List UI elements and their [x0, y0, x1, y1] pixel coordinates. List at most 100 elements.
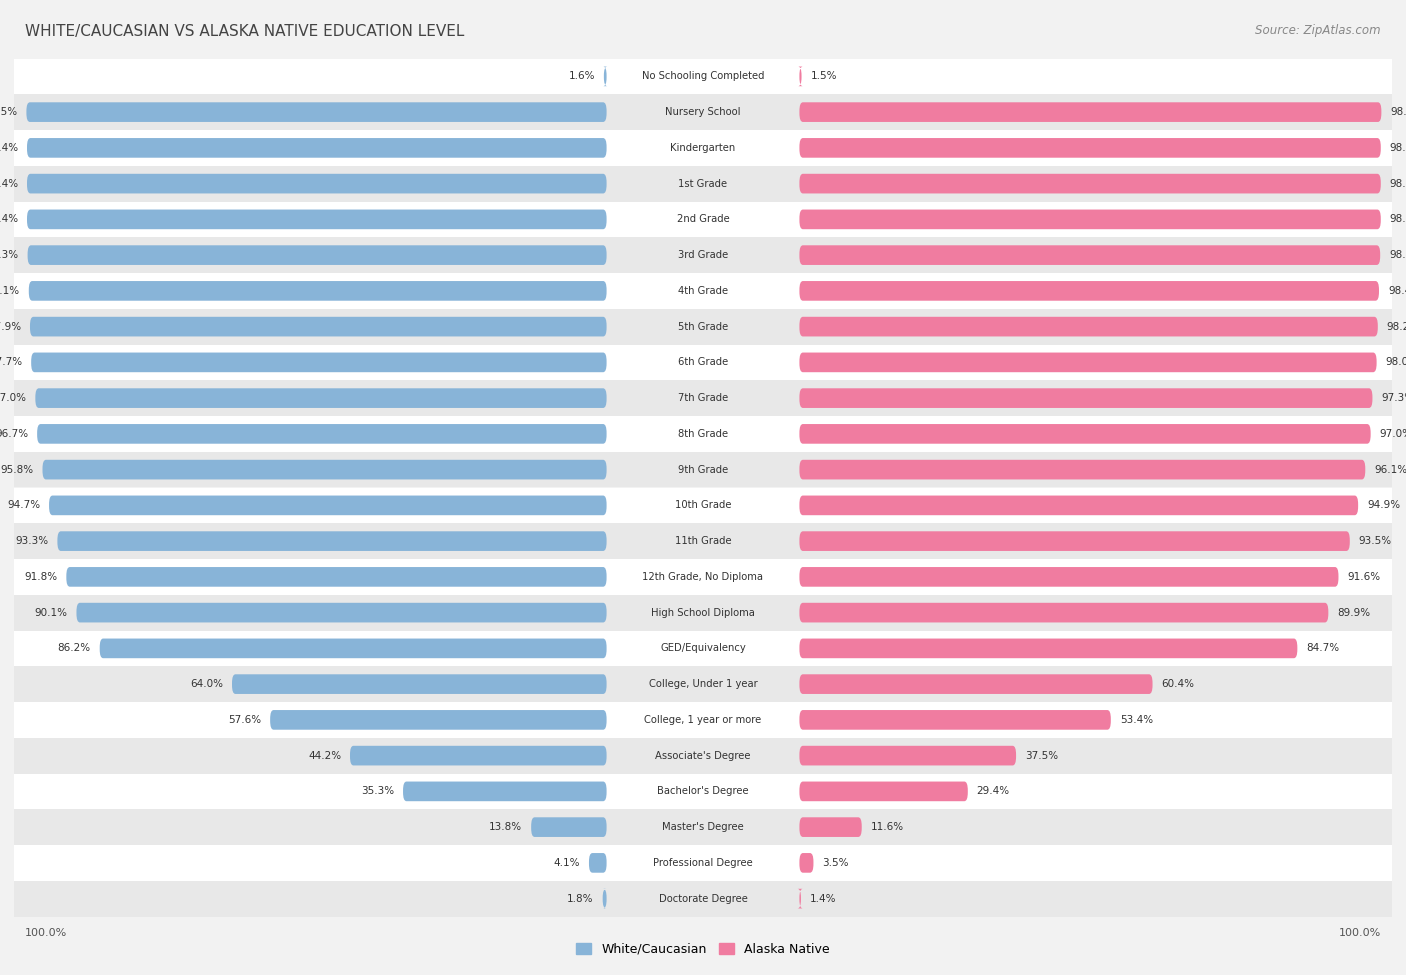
Text: 3rd Grade: 3rd Grade — [678, 251, 728, 260]
Text: 57.6%: 57.6% — [228, 715, 262, 724]
Text: 98.7%: 98.7% — [1389, 178, 1406, 188]
Bar — [14, 344, 1392, 380]
FancyBboxPatch shape — [27, 210, 606, 229]
Bar — [14, 666, 1392, 702]
FancyBboxPatch shape — [800, 531, 1350, 551]
FancyBboxPatch shape — [232, 675, 606, 694]
Text: 91.6%: 91.6% — [1347, 572, 1381, 582]
Text: Doctorate Degree: Doctorate Degree — [658, 894, 748, 904]
Legend: White/Caucasian, Alaska Native: White/Caucasian, Alaska Native — [571, 938, 835, 961]
Text: 1.8%: 1.8% — [567, 894, 593, 904]
Text: 64.0%: 64.0% — [190, 680, 224, 689]
FancyBboxPatch shape — [800, 675, 1153, 694]
FancyBboxPatch shape — [800, 782, 967, 801]
FancyBboxPatch shape — [42, 460, 606, 480]
Text: 11th Grade: 11th Grade — [675, 536, 731, 546]
Text: 97.3%: 97.3% — [1381, 393, 1406, 403]
Text: 60.4%: 60.4% — [1161, 680, 1195, 689]
Text: 35.3%: 35.3% — [361, 787, 394, 797]
FancyBboxPatch shape — [76, 603, 606, 622]
Text: Master's Degree: Master's Degree — [662, 822, 744, 832]
FancyBboxPatch shape — [31, 353, 606, 372]
Text: 98.8%: 98.8% — [1391, 107, 1406, 117]
FancyBboxPatch shape — [800, 210, 1381, 229]
Text: 13.8%: 13.8% — [489, 822, 522, 832]
Text: 53.4%: 53.4% — [1119, 715, 1153, 724]
Text: 97.9%: 97.9% — [0, 322, 21, 332]
FancyBboxPatch shape — [800, 495, 1358, 515]
FancyBboxPatch shape — [800, 388, 1372, 408]
Text: 94.9%: 94.9% — [1367, 500, 1400, 510]
Text: 12th Grade, No Diploma: 12th Grade, No Diploma — [643, 572, 763, 582]
FancyBboxPatch shape — [37, 424, 606, 444]
FancyBboxPatch shape — [49, 495, 606, 515]
Text: 90.1%: 90.1% — [35, 607, 67, 617]
FancyBboxPatch shape — [797, 889, 803, 909]
Bar — [14, 202, 1392, 237]
FancyBboxPatch shape — [800, 281, 1379, 300]
Text: 9th Grade: 9th Grade — [678, 465, 728, 475]
FancyBboxPatch shape — [800, 853, 814, 873]
Text: 94.7%: 94.7% — [7, 500, 41, 510]
Bar — [14, 451, 1392, 488]
Bar — [14, 880, 1392, 916]
Text: 1st Grade: 1st Grade — [679, 178, 727, 188]
Text: 98.1%: 98.1% — [0, 286, 20, 295]
Text: 97.0%: 97.0% — [0, 393, 27, 403]
Bar — [14, 416, 1392, 451]
FancyBboxPatch shape — [800, 567, 1339, 587]
Bar — [14, 702, 1392, 738]
FancyBboxPatch shape — [28, 281, 606, 300]
FancyBboxPatch shape — [800, 817, 862, 837]
Text: 7th Grade: 7th Grade — [678, 393, 728, 403]
Text: 95.8%: 95.8% — [0, 465, 34, 475]
Text: 86.2%: 86.2% — [58, 644, 91, 653]
FancyBboxPatch shape — [28, 246, 606, 265]
FancyBboxPatch shape — [800, 603, 1329, 622]
Text: 98.4%: 98.4% — [0, 214, 18, 224]
Text: 98.4%: 98.4% — [1388, 286, 1406, 295]
Text: 98.3%: 98.3% — [0, 251, 18, 260]
Text: 3.5%: 3.5% — [823, 858, 849, 868]
FancyBboxPatch shape — [404, 782, 606, 801]
Text: Source: ZipAtlas.com: Source: ZipAtlas.com — [1256, 24, 1381, 37]
Text: College, Under 1 year: College, Under 1 year — [648, 680, 758, 689]
Text: 29.4%: 29.4% — [977, 787, 1010, 797]
FancyBboxPatch shape — [66, 567, 606, 587]
Bar — [14, 488, 1392, 524]
Text: 4th Grade: 4th Grade — [678, 286, 728, 295]
FancyBboxPatch shape — [100, 639, 606, 658]
Bar — [14, 58, 1392, 95]
Text: WHITE/CAUCASIAN VS ALASKA NATIVE EDUCATION LEVEL: WHITE/CAUCASIAN VS ALASKA NATIVE EDUCATI… — [25, 24, 464, 39]
Bar — [14, 845, 1392, 880]
FancyBboxPatch shape — [350, 746, 606, 765]
FancyBboxPatch shape — [27, 102, 606, 122]
Text: 10th Grade: 10th Grade — [675, 500, 731, 510]
Bar — [14, 273, 1392, 309]
FancyBboxPatch shape — [800, 102, 1381, 122]
Text: GED/Equivalency: GED/Equivalency — [661, 644, 745, 653]
Text: 84.7%: 84.7% — [1306, 644, 1340, 653]
FancyBboxPatch shape — [800, 639, 1298, 658]
Bar — [14, 773, 1392, 809]
FancyBboxPatch shape — [58, 531, 606, 551]
FancyBboxPatch shape — [35, 388, 606, 408]
FancyBboxPatch shape — [603, 66, 607, 86]
Text: 89.9%: 89.9% — [1337, 607, 1371, 617]
Bar — [14, 130, 1392, 166]
Text: 2nd Grade: 2nd Grade — [676, 214, 730, 224]
Text: 37.5%: 37.5% — [1025, 751, 1059, 760]
Text: 96.1%: 96.1% — [1374, 465, 1406, 475]
Bar — [14, 166, 1392, 202]
Bar — [14, 380, 1392, 416]
Text: 44.2%: 44.2% — [308, 751, 342, 760]
FancyBboxPatch shape — [589, 853, 606, 873]
Text: 93.3%: 93.3% — [15, 536, 48, 546]
Text: 98.4%: 98.4% — [0, 143, 18, 153]
FancyBboxPatch shape — [800, 710, 1111, 729]
Text: 5th Grade: 5th Grade — [678, 322, 728, 332]
FancyBboxPatch shape — [799, 66, 803, 86]
Bar — [14, 95, 1392, 130]
Text: 8th Grade: 8th Grade — [678, 429, 728, 439]
Text: 98.0%: 98.0% — [1385, 358, 1406, 368]
